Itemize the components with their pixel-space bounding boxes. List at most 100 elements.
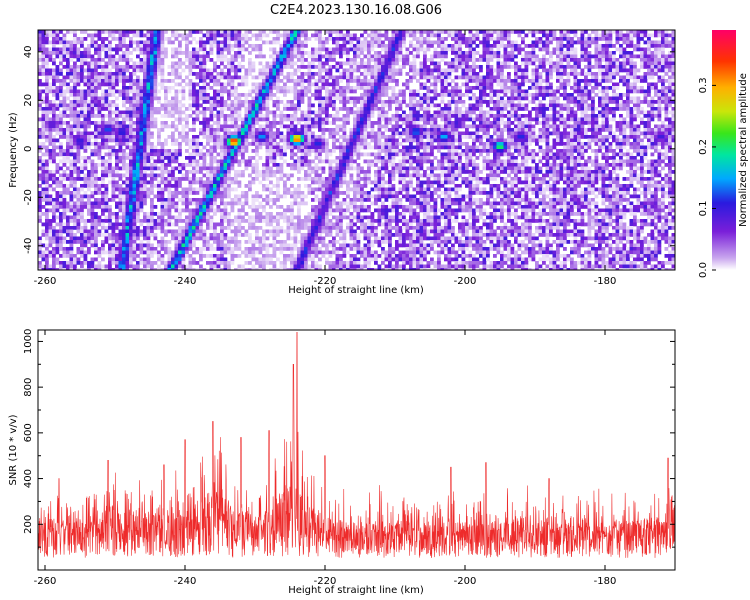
heatmap-cell xyxy=(496,82,501,87)
heatmap-cell xyxy=(636,40,641,45)
heatmap-cell xyxy=(437,138,441,143)
heatmap-cell xyxy=(591,96,595,101)
heatmap-cell xyxy=(605,61,609,66)
heatmap-cell xyxy=(370,68,375,73)
heatmap-cell xyxy=(542,138,546,143)
heatmap-cell xyxy=(377,37,382,41)
heatmap-cell xyxy=(615,107,620,111)
heatmap-cell xyxy=(468,124,473,129)
heatmap-cell xyxy=(328,65,333,69)
heatmap-cell xyxy=(143,33,147,38)
heatmap-cell xyxy=(605,44,609,48)
heatmap-cell xyxy=(52,61,56,66)
heatmap-cell xyxy=(104,128,109,132)
heatmap-cell xyxy=(472,117,476,122)
heatmap-cell xyxy=(265,65,270,69)
heatmap-cell xyxy=(507,79,511,83)
heatmap-cell xyxy=(272,93,277,97)
heatmap-cell xyxy=(199,86,203,90)
heatmap-cell xyxy=(52,149,56,153)
heatmap-cell xyxy=(486,65,490,69)
heatmap-cell xyxy=(517,79,522,83)
heatmap-cell xyxy=(475,51,480,55)
heatmap-cell xyxy=(122,65,126,69)
heatmap-cell xyxy=(615,82,620,87)
heatmap-cell xyxy=(171,40,175,45)
heatmap-cell xyxy=(241,103,245,108)
heatmap-cell xyxy=(552,37,557,41)
heatmap-cell xyxy=(612,72,616,76)
heatmap-cell xyxy=(650,65,655,69)
heatmap-cell xyxy=(248,107,252,111)
heatmap-cell xyxy=(647,142,651,146)
heatmap-cell xyxy=(325,149,329,153)
heatmap-cell xyxy=(258,142,263,146)
heatmap-cell xyxy=(594,54,599,59)
heatmap-cell xyxy=(335,40,340,45)
heatmap-cell xyxy=(454,33,459,38)
heatmap-cell xyxy=(237,138,242,143)
heatmap-cell xyxy=(178,107,182,111)
heatmap-cell xyxy=(559,61,564,66)
heatmap-cell xyxy=(647,37,651,41)
heatmap-cell xyxy=(524,61,529,66)
heatmap-cell xyxy=(293,61,298,66)
heatmap-cell xyxy=(300,33,305,38)
heatmap-cell xyxy=(601,51,606,55)
heatmap-cell xyxy=(279,100,284,104)
heatmap-cell xyxy=(612,54,616,59)
heatmap-cell xyxy=(318,117,322,122)
heatmap-cell xyxy=(664,30,669,34)
heatmap-cell xyxy=(577,79,581,83)
heatmap-cell xyxy=(318,68,322,73)
heatmap-cell xyxy=(325,121,329,125)
heatmap-cell xyxy=(304,131,308,136)
heatmap-cell xyxy=(622,47,627,52)
heatmap-cell xyxy=(587,124,592,129)
heatmap-cell xyxy=(111,75,116,80)
heatmap-cell xyxy=(668,51,672,55)
heatmap-cell xyxy=(178,61,182,66)
heatmap-cell xyxy=(171,65,175,69)
heatmap-cell xyxy=(150,44,154,48)
heatmap-cell xyxy=(101,145,105,150)
heatmap-cell xyxy=(223,47,228,52)
heatmap-cell xyxy=(545,86,550,90)
heatmap-cell xyxy=(384,68,389,73)
heatmap-cell xyxy=(129,40,133,45)
heatmap-cell xyxy=(122,54,126,59)
heatmap-cell xyxy=(297,68,301,73)
heatmap-cell xyxy=(262,124,266,129)
heatmap-cell xyxy=(223,135,228,139)
heatmap-cell xyxy=(335,37,340,41)
heatmap-cell xyxy=(195,114,200,118)
heatmap-cell xyxy=(664,79,669,83)
heatmap-cell xyxy=(108,100,112,104)
heatmap-cell xyxy=(94,51,98,55)
heatmap-cell xyxy=(97,72,102,76)
heatmap-cell xyxy=(104,138,109,143)
heatmap-cell xyxy=(524,131,529,136)
heatmap-cell xyxy=(643,100,648,104)
heatmap-cell xyxy=(314,79,319,83)
heatmap-cell xyxy=(629,33,634,38)
heatmap-cell xyxy=(486,145,490,150)
heatmap-cell xyxy=(178,58,182,62)
heatmap-cell xyxy=(108,40,112,45)
heatmap-cell xyxy=(269,65,273,69)
heatmap-cell xyxy=(318,96,322,101)
heatmap-cell xyxy=(293,89,298,94)
heatmap-cell xyxy=(111,86,116,90)
heatmap-cell xyxy=(363,89,368,94)
heatmap-cell xyxy=(164,86,168,90)
heatmap-cell xyxy=(262,40,266,45)
heatmap-cell xyxy=(234,44,238,48)
heatmap-cell xyxy=(188,93,193,97)
heatmap-cell xyxy=(535,93,539,97)
heatmap-cell xyxy=(500,142,504,146)
heatmap-cell xyxy=(552,142,557,146)
heatmap-cell xyxy=(416,149,420,153)
heatmap-cell xyxy=(290,149,294,153)
heatmap-cell xyxy=(367,110,371,115)
heatmap-cell xyxy=(636,54,641,59)
